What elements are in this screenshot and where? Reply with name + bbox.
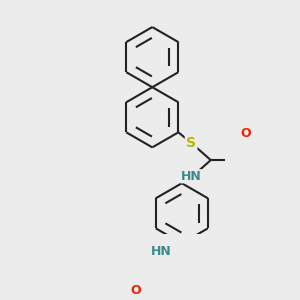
Text: S: S xyxy=(186,136,196,150)
Text: O: O xyxy=(130,284,141,297)
Text: HN: HN xyxy=(181,170,202,183)
Text: O: O xyxy=(240,127,251,140)
Text: HN: HN xyxy=(151,245,171,258)
